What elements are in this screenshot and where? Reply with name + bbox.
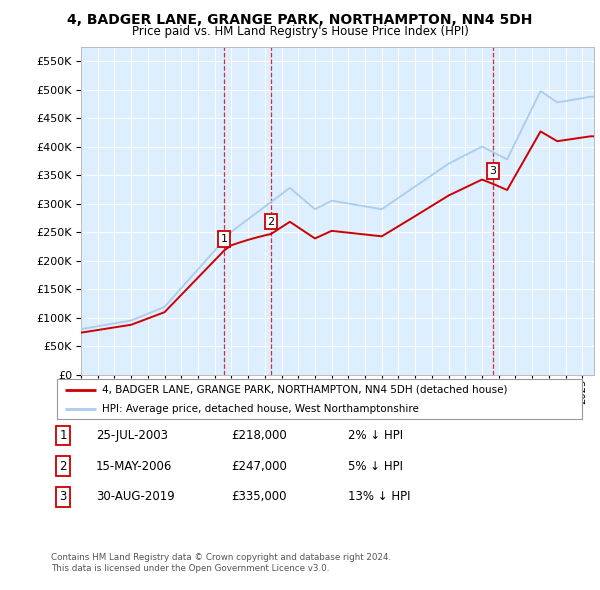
Text: 3: 3 xyxy=(490,166,497,176)
Text: This data is licensed under the Open Government Licence v3.0.: This data is licensed under the Open Gov… xyxy=(51,565,329,573)
Text: £247,000: £247,000 xyxy=(231,460,287,473)
Text: 3: 3 xyxy=(59,490,67,503)
Text: £335,000: £335,000 xyxy=(231,490,287,503)
Text: Price paid vs. HM Land Registry's House Price Index (HPI): Price paid vs. HM Land Registry's House … xyxy=(131,25,469,38)
Text: 1: 1 xyxy=(221,234,227,244)
Text: 1: 1 xyxy=(59,429,67,442)
Text: 4, BADGER LANE, GRANGE PARK, NORTHAMPTON, NN4 5DH: 4, BADGER LANE, GRANGE PARK, NORTHAMPTON… xyxy=(67,13,533,27)
Text: 4, BADGER LANE, GRANGE PARK, NORTHAMPTON, NN4 5DH (detached house): 4, BADGER LANE, GRANGE PARK, NORTHAMPTON… xyxy=(101,385,507,395)
Text: 2: 2 xyxy=(59,460,67,473)
Text: 2: 2 xyxy=(268,217,275,227)
Text: HPI: Average price, detached house, West Northamptonshire: HPI: Average price, detached house, West… xyxy=(101,404,419,414)
Text: 2% ↓ HPI: 2% ↓ HPI xyxy=(348,429,403,442)
Text: 30-AUG-2019: 30-AUG-2019 xyxy=(96,490,175,503)
Text: 15-MAY-2006: 15-MAY-2006 xyxy=(96,460,172,473)
Text: 25-JUL-2003: 25-JUL-2003 xyxy=(96,429,168,442)
Text: 5% ↓ HPI: 5% ↓ HPI xyxy=(348,460,403,473)
Text: £218,000: £218,000 xyxy=(231,429,287,442)
Text: 13% ↓ HPI: 13% ↓ HPI xyxy=(348,490,410,503)
Text: Contains HM Land Registry data © Crown copyright and database right 2024.: Contains HM Land Registry data © Crown c… xyxy=(51,553,391,562)
